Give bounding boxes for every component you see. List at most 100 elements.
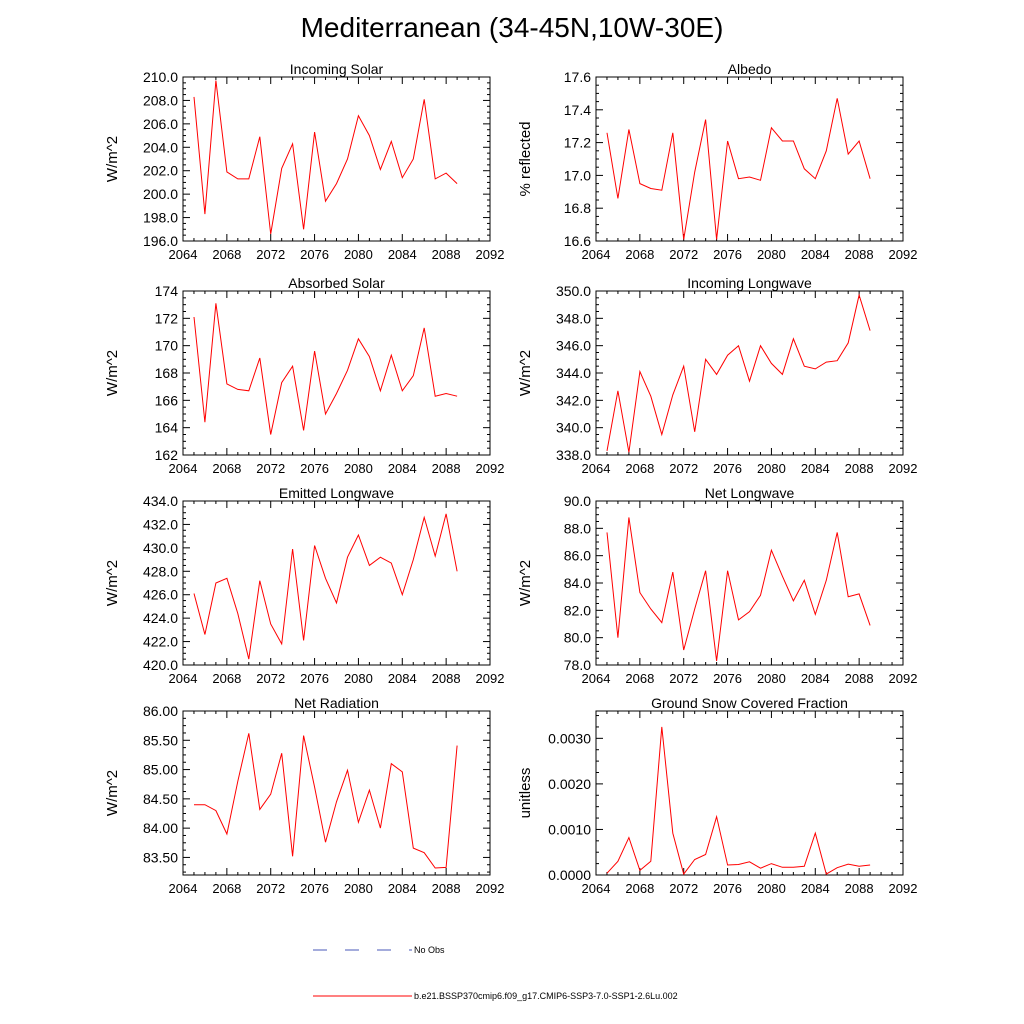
x-tick-label: 2076 xyxy=(300,461,329,476)
y-tick-label: 338.0 xyxy=(556,447,591,463)
y-tick-label: 82.0 xyxy=(564,602,591,618)
x-tick-label: 2092 xyxy=(476,247,505,262)
x-tick-label: 2068 xyxy=(212,461,241,476)
y-tick-label: 17.6 xyxy=(564,69,591,85)
panel-incoming-longwave: Incoming Longwave W/m^2 2064 2068 2072 2076 20… xyxy=(517,275,917,476)
x-tick-label: 2072 xyxy=(669,671,698,686)
panel-title: Emitted Longwave xyxy=(279,485,394,501)
y-tick-label: 434.0 xyxy=(143,493,178,509)
panel-title: Ground Snow Covered Fraction xyxy=(651,695,848,711)
y-tick-label: 196.0 xyxy=(143,233,178,249)
x-tick-label: 2088 xyxy=(432,461,461,476)
plot-frame xyxy=(595,710,904,876)
plot-frame xyxy=(182,76,491,242)
y-axis-label: % reflected xyxy=(517,121,534,196)
x-tick-label: 2064 xyxy=(582,881,611,896)
y-tick-label: 162 xyxy=(155,447,179,463)
panel-title: Absorbed Solar xyxy=(288,275,385,291)
x-tick-label: 2092 xyxy=(889,671,918,686)
y-tick-label: 206.0 xyxy=(143,116,178,132)
y-axis-label: W/m^2 xyxy=(104,770,121,816)
series-line xyxy=(193,513,458,660)
figure-title: Mediterranean (34-45N,10W-30E) xyxy=(300,12,724,43)
y-tick-label: 350.0 xyxy=(556,283,591,299)
y-tick-label: 0.0020 xyxy=(548,776,591,792)
x-tick-label: 2080 xyxy=(344,671,373,686)
x-tick-label: 2084 xyxy=(388,247,417,262)
x-tick-label: 2068 xyxy=(625,461,654,476)
x-tick-label: 2080 xyxy=(344,247,373,262)
y-tick-label: 17.2 xyxy=(564,135,591,151)
plot-frame xyxy=(595,500,904,666)
series-line xyxy=(606,98,871,240)
x-tick-label: 2092 xyxy=(889,461,918,476)
legend-label: b.e21.BSSP370cmip6.f09_g17.CMIP6-SSP3-7.… xyxy=(414,991,678,1001)
x-tick-label: 2068 xyxy=(212,671,241,686)
y-tick-label: 170 xyxy=(155,338,179,354)
y-tick-label: 432.0 xyxy=(143,516,178,532)
legend-label: No Obs xyxy=(414,945,445,955)
panel-incoming-solar: Incoming Solar W/m^2 2064 2068 2072 2076 2080 2… xyxy=(104,61,504,262)
x-tick-label: 2076 xyxy=(713,247,742,262)
y-tick-label: 208.0 xyxy=(143,92,178,108)
panel-title: Incoming Solar xyxy=(290,61,384,77)
x-tick-label: 2076 xyxy=(713,881,742,896)
y-tick-label: 172 xyxy=(155,310,179,326)
x-tick-label: 2072 xyxy=(669,881,698,896)
x-tick-label: 2072 xyxy=(256,881,285,896)
x-tick-label: 2064 xyxy=(582,671,611,686)
panel-albedo: Albedo % reflected 2064 2068 2072 2076 2080 208… xyxy=(517,61,917,262)
y-tick-label: 166 xyxy=(155,392,179,408)
y-tick-label: 83.50 xyxy=(143,849,178,865)
y-tick-label: 168 xyxy=(155,365,179,381)
y-tick-label: 85.00 xyxy=(143,762,178,778)
series-line xyxy=(606,293,871,453)
y-axis-label: W/m^2 xyxy=(517,350,534,396)
x-tick-label: 2068 xyxy=(625,881,654,896)
panel-title: Incoming Longwave xyxy=(687,275,812,291)
x-tick-label: 2072 xyxy=(256,247,285,262)
x-tick-label: 2092 xyxy=(476,881,505,896)
legend-item-model-run: b.e21.BSSP370cmip6.f09_g17.CMIP6-SSP3-7.… xyxy=(313,991,678,1001)
x-tick-label: 2092 xyxy=(476,461,505,476)
panel-net-longwave: Net Longwave W/m^2 2064 2068 2072 2076 2080 208… xyxy=(517,485,917,686)
x-tick-label: 2080 xyxy=(757,881,786,896)
y-tick-label: 80.0 xyxy=(564,630,591,646)
y-tick-label: 210.0 xyxy=(143,69,178,85)
y-tick-label: 86.0 xyxy=(564,548,591,564)
y-tick-label: 164 xyxy=(155,420,179,436)
y-tick-label: 16.6 xyxy=(564,233,591,249)
y-tick-label: 200.0 xyxy=(143,186,178,202)
x-tick-label: 2084 xyxy=(388,671,417,686)
y-tick-label: 17.4 xyxy=(564,102,591,118)
y-tick-label: 420.0 xyxy=(143,657,178,673)
y-tick-label: 78.0 xyxy=(564,657,591,673)
x-tick-label: 2084 xyxy=(388,881,417,896)
panel-ground-snow-covered-fraction: Ground Snow Covered Fraction unitless 2064… xyxy=(517,695,917,896)
x-tick-label: 2088 xyxy=(432,671,461,686)
x-tick-label: 2080 xyxy=(757,247,786,262)
y-tick-label: 430.0 xyxy=(143,540,178,556)
x-tick-label: 2084 xyxy=(801,881,830,896)
plot-frame xyxy=(182,710,491,876)
x-tick-label: 2072 xyxy=(669,461,698,476)
x-tick-label: 2092 xyxy=(476,671,505,686)
y-axis-label: unitless xyxy=(517,768,534,819)
y-axis-label: W/m^2 xyxy=(104,136,121,182)
y-tick-label: 84.00 xyxy=(143,820,178,836)
y-tick-label: 348.0 xyxy=(556,310,591,326)
series-line xyxy=(606,517,871,661)
y-tick-label: 86.00 xyxy=(143,703,178,719)
x-tick-label: 2084 xyxy=(801,247,830,262)
y-tick-label: 202.0 xyxy=(143,163,178,179)
x-tick-label: 2088 xyxy=(845,671,874,686)
x-tick-label: 2068 xyxy=(212,881,241,896)
panel-absorbed-solar: Absorbed Solar W/m^2 2064 2068 2072 2076 2080 2… xyxy=(104,275,504,476)
y-tick-label: 174 xyxy=(155,283,179,299)
series-line xyxy=(193,80,458,235)
x-tick-label: 2072 xyxy=(256,671,285,686)
legend: No Obs b.e21.BSSP370cmip6.f09_g17.CMIP6-S… xyxy=(313,945,678,1001)
x-tick-label: 2084 xyxy=(388,461,417,476)
x-tick-label: 2088 xyxy=(845,461,874,476)
